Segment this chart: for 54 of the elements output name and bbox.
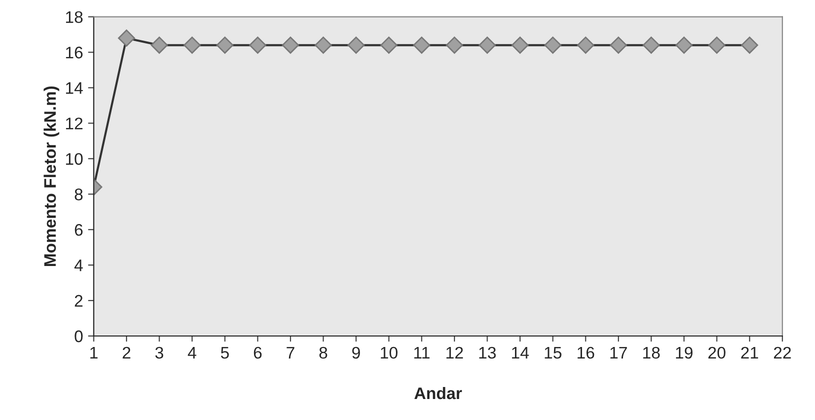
y-tick-label: 4 [74, 260, 83, 272]
point [249, 36, 266, 54]
y-tick-label: 12 [66, 118, 82, 130]
y-tick-label: 6 [74, 224, 83, 236]
y-tick-label: 14 [66, 82, 83, 94]
x-axis-title: Andar [414, 386, 462, 400]
point [413, 36, 430, 54]
y-tick-label: 2 [74, 294, 82, 307]
y-tick-label: 0 [74, 330, 83, 342]
x-tick-label: 6 [254, 346, 262, 359]
point [577, 36, 594, 54]
x-tick-label: 3 [155, 346, 164, 359]
point [184, 36, 201, 54]
x-tick-label: 16 [578, 346, 594, 359]
x-tick-label: 20 [708, 346, 726, 359]
x-tick-label: 4 [188, 347, 196, 358]
x-tick-label: 17 [610, 347, 627, 358]
point [708, 36, 726, 54]
x-tick-label: 12 [446, 346, 463, 358]
x-tick-label: 15 [544, 347, 562, 359]
x-tick-label: 18 [643, 346, 660, 359]
x-tick-label: 19 [676, 346, 692, 359]
point [741, 36, 758, 54]
point [478, 36, 496, 54]
y-tick-label: 18 [66, 11, 83, 24]
point [446, 36, 464, 54]
point [348, 36, 365, 54]
point [282, 36, 300, 54]
point [314, 36, 332, 54]
x-tick-label: 5 [220, 347, 229, 359]
x-tick-label: 11 [414, 347, 430, 358]
x-tick-label: 21 [741, 346, 758, 358]
point [544, 36, 562, 54]
x-tick-label: 7 [286, 347, 294, 358]
point [610, 36, 627, 54]
x-tick-label: 13 [479, 346, 496, 359]
point [150, 36, 168, 54]
x-tick-label: 1 [90, 347, 98, 358]
x-tick-label: 14 [512, 347, 529, 358]
y-axis-title: Momento Fletor (kN.m) [44, 86, 60, 266]
y-tick-label: 16 [66, 46, 83, 58]
y-tick-label: 10 [66, 153, 83, 165]
point [511, 36, 529, 54]
point [380, 36, 398, 54]
x-tick-label: 9 [352, 346, 360, 359]
x-tick-label: 2 [122, 346, 130, 358]
x-tick-label: 8 [319, 346, 328, 359]
x-tick-label: 22 [774, 346, 791, 358]
point [118, 30, 136, 47]
point [675, 36, 693, 54]
point [642, 36, 660, 54]
y-tick-label: 8 [74, 188, 83, 200]
point [216, 36, 234, 54]
x-tick-label: 10 [380, 346, 398, 359]
